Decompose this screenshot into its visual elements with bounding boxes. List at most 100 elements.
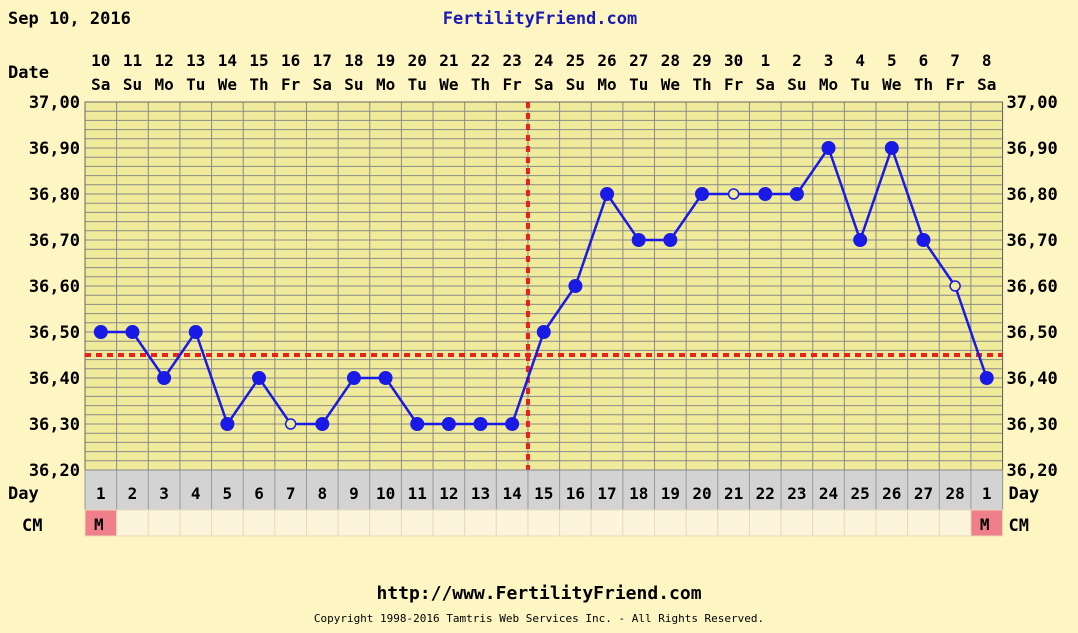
cycle-day-label: 6 (254, 484, 264, 503)
temperature-point (505, 417, 520, 431)
cycle-day-label: 1 (96, 484, 106, 503)
date-label: 23 (503, 51, 522, 70)
footer-url[interactable]: http://www.FertilityFriend.com (376, 583, 702, 604)
cycle-day-label: 18 (629, 484, 648, 503)
cycle-day-label: 10 (376, 484, 395, 503)
date-label: 14 (218, 51, 237, 70)
y-tick-label-right: 36,70 (1007, 231, 1058, 251)
cm-cell (432, 509, 466, 537)
cm-row-label-left: CM (22, 516, 42, 536)
weekday-label: Tu (851, 75, 870, 94)
cm-cell (147, 509, 181, 537)
date-label: 1 (760, 51, 770, 70)
temperature-point (536, 325, 551, 339)
cycle-day-label: 16 (566, 484, 585, 503)
temperature-point (568, 279, 583, 293)
y-tick-label-right: 36,90 (1007, 139, 1058, 159)
temperature-point (694, 187, 709, 201)
cm-cell (685, 509, 719, 537)
weekday-label: Tu (629, 75, 648, 94)
temperature-point (252, 371, 267, 385)
date-label: 22 (471, 51, 490, 70)
date-label: 7 (950, 51, 960, 70)
cm-cell (938, 509, 972, 537)
weekday-label: Th (692, 75, 711, 94)
date-label: 8 (982, 51, 992, 70)
cycle-day-label: 25 (851, 484, 870, 503)
weekday-label: Fr (503, 75, 522, 94)
temperature-point (663, 233, 678, 247)
cycle-day-label: 11 (408, 484, 427, 503)
date-label: 6 (919, 51, 929, 70)
weekday-label: Fr (281, 75, 300, 94)
temperature-point (125, 325, 140, 339)
temperature-point (979, 371, 994, 385)
weekday-label: Th (914, 75, 933, 94)
date-label: 26 (597, 51, 616, 70)
cm-cell (400, 509, 434, 537)
cm-cell (337, 509, 371, 537)
temperature-point (346, 371, 361, 385)
temperature-point-open (727, 188, 740, 200)
date-label: 4 (855, 51, 865, 70)
y-tick-label-left: 37,00 (29, 93, 80, 113)
cycle-day-label: 28 (945, 484, 964, 503)
weekday-label: Sa (756, 75, 775, 94)
cycle-day-label: 15 (534, 484, 553, 503)
cm-cell (748, 509, 782, 537)
date-label: 21 (439, 51, 458, 70)
y-tick-label-left: 36,40 (29, 369, 80, 389)
y-tick-label-left: 36,20 (29, 461, 80, 481)
weekday-label: Tu (186, 75, 205, 94)
cm-cell (274, 509, 307, 537)
temperature-point (789, 187, 804, 201)
cm-mark: M (94, 515, 104, 534)
cm-cell (875, 509, 909, 537)
cm-cell (179, 509, 213, 537)
cycle-day-label: 19 (661, 484, 680, 503)
cycle-day-label: 2 (128, 484, 138, 503)
temperature-point (916, 233, 931, 247)
date-label: 18 (344, 51, 363, 70)
date-label: 19 (376, 51, 395, 70)
date-row-label: Date (8, 63, 49, 83)
date-label: 30 (724, 51, 743, 70)
date-label: 20 (408, 51, 427, 70)
temperature-point (410, 417, 425, 431)
weekday-label: Su (787, 75, 806, 94)
cycle-day-label: 9 (349, 484, 359, 503)
weekday-label: Fr (945, 75, 964, 94)
date-label: 17 (313, 51, 332, 70)
weekday-label: We (661, 75, 680, 94)
cycle-day-label: 20 (692, 484, 711, 503)
date-label: 11 (123, 51, 142, 70)
cm-cell (654, 509, 687, 537)
cycle-day-label: 21 (724, 484, 743, 503)
cm-cell (717, 509, 750, 537)
weekday-label: Mo (376, 75, 395, 94)
temperature-point (157, 371, 172, 385)
cm-cell (495, 509, 529, 537)
cycle-day-label: 13 (471, 484, 490, 503)
cycle-day-label: 27 (914, 484, 933, 503)
temperature-point-open (284, 418, 297, 430)
temperature-point (93, 325, 108, 339)
temperature-point-open (949, 280, 961, 292)
cm-mark: M (980, 515, 990, 534)
weekday-label: Fr (724, 75, 743, 94)
cm-cell (843, 509, 877, 537)
temperature-point (220, 417, 235, 431)
date-label: 3 (824, 51, 834, 70)
cm-cell (590, 509, 624, 537)
date-label: 15 (249, 51, 268, 70)
cycle-day-label: 12 (439, 484, 458, 503)
y-tick-label-right: 36,50 (1007, 323, 1058, 343)
temperature-point (821, 141, 836, 155)
cm-cell (812, 509, 845, 537)
date-label: 5 (887, 51, 897, 70)
cycle-day-label: 8 (317, 484, 327, 503)
weekday-label: Sa (313, 75, 332, 94)
date-label: 24 (534, 51, 553, 70)
